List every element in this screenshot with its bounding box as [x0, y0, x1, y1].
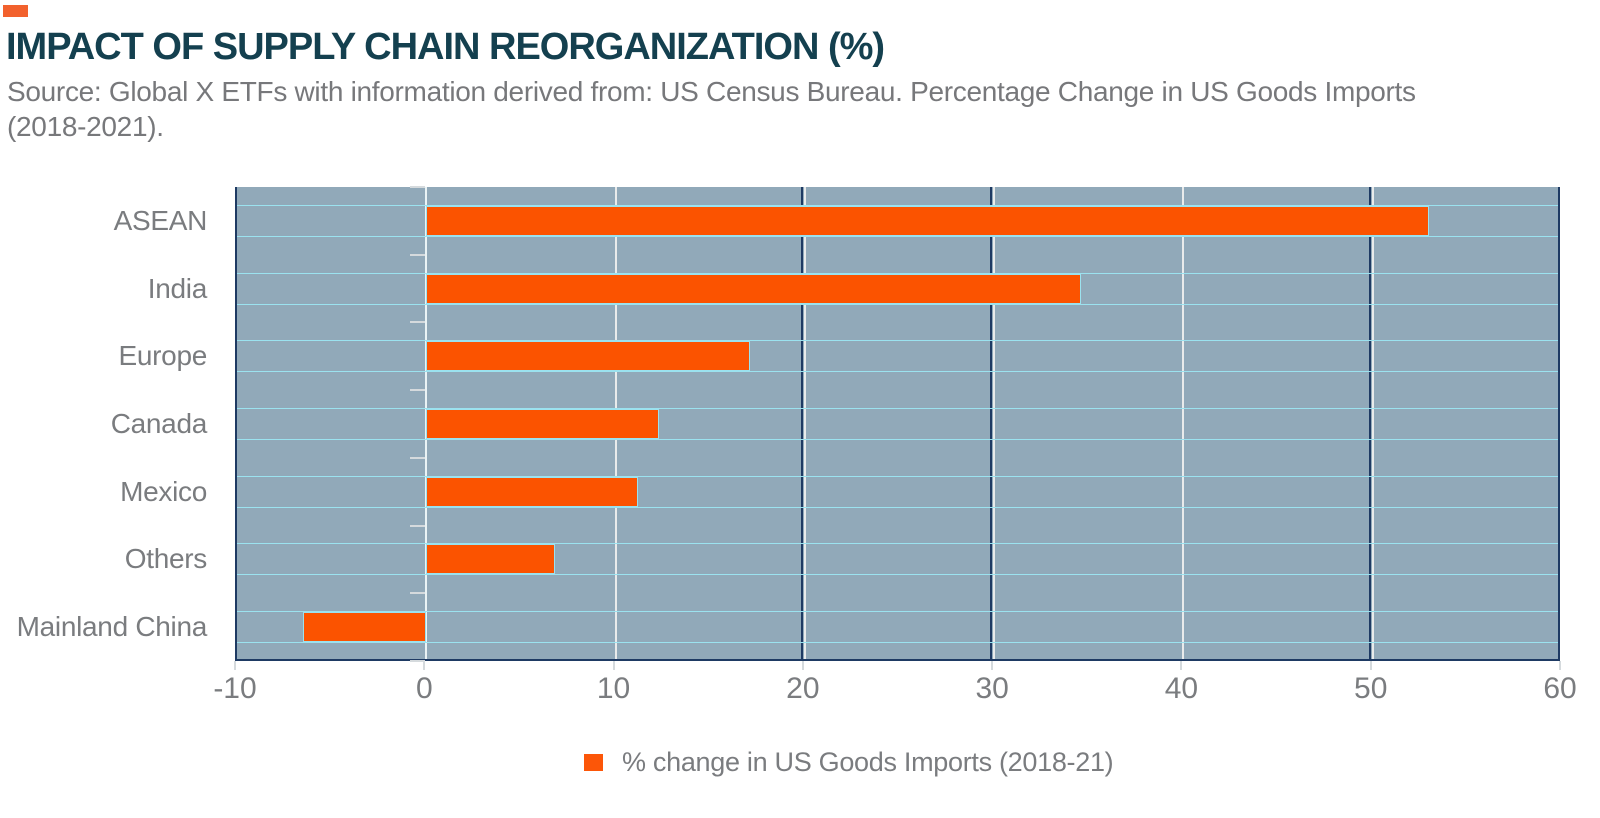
source-line-2: (2018-2021).	[7, 111, 164, 142]
bar-edge-line	[237, 543, 1558, 545]
bar-edge-line	[237, 506, 1558, 508]
gridline-30	[993, 187, 996, 659]
bar-edge-line	[237, 574, 1558, 576]
x-tick-label-40: 40	[1164, 672, 1199, 705]
category-tick	[410, 592, 426, 594]
x-tick-mark--10	[234, 661, 236, 670]
x-tick-label--10: -10	[213, 672, 257, 705]
x-tick-mark-60	[1559, 661, 1561, 670]
x-tick-label-50: 50	[1354, 672, 1388, 705]
legend: % change in US Goods Imports (2018-21)	[584, 747, 1114, 778]
bar-edge-line	[237, 204, 1558, 206]
category-label-mainland-china: Mainland China	[16, 611, 208, 643]
bar-edge-line	[237, 475, 1558, 477]
source-text: Source: Global X ETFs with information d…	[7, 74, 1416, 144]
bar-canada	[426, 409, 660, 439]
bar-edge-line	[237, 272, 1558, 274]
category-label-asean: ASEAN	[113, 204, 208, 236]
gridline-20	[803, 187, 806, 659]
x-tick-mark-0	[423, 661, 426, 670]
category-tick	[410, 186, 426, 188]
bar-india	[426, 273, 1082, 304]
category-tick	[410, 525, 426, 527]
accent-dash	[3, 5, 28, 17]
category-tick	[410, 660, 426, 662]
category-tick	[410, 457, 426, 459]
source-line-1: Source: Global X ETFs with information d…	[7, 76, 1416, 107]
bar-mexico	[426, 476, 639, 507]
bar-europe	[426, 341, 750, 372]
bar-edge-line	[237, 642, 1558, 644]
x-tick-label-30: 30	[975, 672, 1009, 705]
category-label-europe: Europe	[118, 340, 208, 372]
legend-swatch	[584, 754, 603, 771]
x-tick-mark-20	[801, 661, 804, 670]
gridline-navy-50	[1368, 187, 1371, 659]
x-tick-mark-40	[1180, 661, 1183, 670]
gridline-navy-20	[800, 187, 803, 659]
bar-edge-line	[237, 408, 1558, 409]
category-label-canada: Canada	[110, 407, 208, 439]
bar-edge-line	[237, 439, 1558, 440]
x-tick-label-0: 0	[415, 672, 433, 705]
bar-edge-line	[237, 340, 1558, 342]
x-tick-label-10: 10	[596, 672, 631, 705]
gridline-50	[1371, 187, 1374, 659]
page-title: IMPACT OF SUPPLY CHAIN REORGANIZATION (%…	[6, 26, 885, 68]
category-label-others: Others	[124, 543, 208, 575]
bar-edge-line	[237, 303, 1558, 305]
gridline-40	[1182, 187, 1185, 659]
x-tick-label-20: 20	[786, 672, 820, 705]
category-tick	[410, 389, 426, 391]
gridline-navy-30	[990, 187, 993, 659]
plot-area	[235, 186, 1560, 662]
bar-others	[426, 544, 555, 575]
bar-asean	[426, 205, 1430, 236]
category-label-india: India	[147, 272, 208, 304]
x-tick-mark-30	[991, 661, 994, 670]
bar-edge-line	[237, 235, 1558, 237]
x-tick-mark-50	[1369, 661, 1372, 670]
x-tick-mark-10	[612, 661, 615, 670]
category-tick	[410, 254, 426, 256]
bar-mainland-china	[303, 612, 427, 643]
x-tick-label-60: 60	[1543, 672, 1577, 705]
category-label-mexico: Mexico	[120, 475, 207, 507]
category-tick	[410, 321, 426, 323]
legend-label: % change in US Goods Imports (2018-21)	[622, 747, 1114, 777]
bar-edge-line	[237, 611, 1558, 613]
bar-edge-line	[237, 371, 1558, 373]
